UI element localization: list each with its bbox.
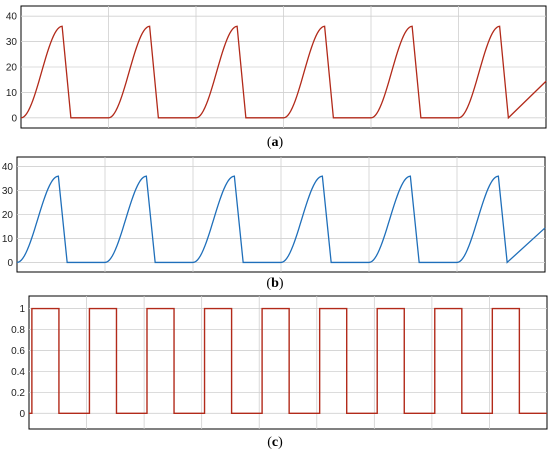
series-line-c: [28, 307, 547, 414]
y-tick-label: 0.8: [11, 325, 25, 336]
series-line-a: [20, 25, 547, 120]
chart-panel-c: 0 0.2 0.4 0.6 0.8 1: [11, 295, 548, 430]
caption-a: (a): [267, 135, 284, 150]
y-tick-label: 30: [6, 37, 18, 48]
y-tick-label: 0.6: [11, 346, 25, 357]
y-ticks-b: 0 10 20 30 40: [2, 162, 14, 269]
series-line-b: [16, 175, 546, 264]
y-tick-label: 0: [19, 409, 25, 420]
y-tick-label: 20: [2, 210, 14, 221]
y-tick-label: 0: [7, 258, 13, 269]
y-tick-label: 40: [2, 162, 14, 173]
caption-c: (c): [267, 435, 283, 450]
y-tick-label: 10: [2, 234, 14, 245]
y-tick-label: 40: [6, 12, 18, 23]
y-ticks-a: 0 10 20 30 40: [6, 12, 18, 125]
caption-b: (b): [266, 276, 283, 291]
y-ticks-c: 0 0.2 0.4 0.6 0.8 1: [11, 304, 25, 420]
y-tick-label: 0.4: [11, 367, 25, 378]
y-tick-label: 20: [6, 63, 18, 74]
y-tick-label: 0: [11, 113, 17, 124]
y-tick-label: 0.2: [11, 388, 25, 399]
y-tick-label: 30: [2, 186, 14, 197]
chart-panel-b: 0 10 20 30 40: [2, 156, 546, 273]
chart-panel-a: 0 10 20 30 40: [6, 5, 547, 129]
y-tick-label: 10: [6, 88, 18, 99]
y-tick-label: 1: [19, 304, 25, 315]
